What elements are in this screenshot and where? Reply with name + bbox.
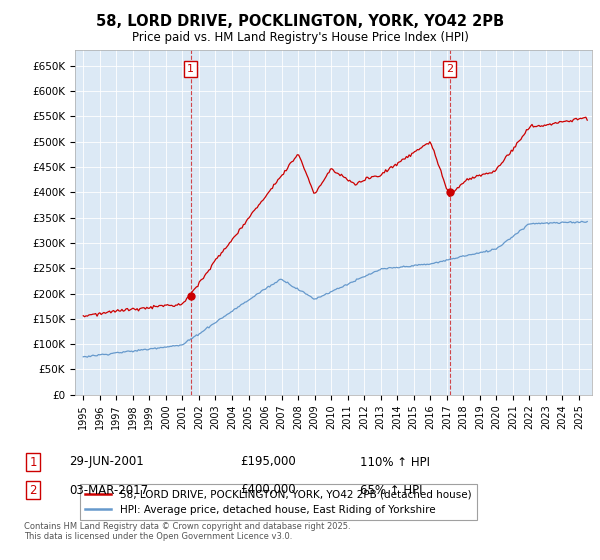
- Text: 1: 1: [187, 64, 194, 74]
- Text: 2: 2: [29, 483, 37, 497]
- Text: 1: 1: [29, 455, 37, 469]
- Legend: 58, LORD DRIVE, POCKLINGTON, YORK, YO42 2PB (detached house), HPI: Average price: 58, LORD DRIVE, POCKLINGTON, YORK, YO42 …: [80, 484, 476, 520]
- Text: 58, LORD DRIVE, POCKLINGTON, YORK, YO42 2PB: 58, LORD DRIVE, POCKLINGTON, YORK, YO42 …: [96, 14, 504, 29]
- Text: 2: 2: [446, 64, 453, 74]
- Text: 03-MAR-2017: 03-MAR-2017: [69, 483, 148, 497]
- Text: £400,000: £400,000: [240, 483, 296, 497]
- Text: £195,000: £195,000: [240, 455, 296, 469]
- Text: 65% ↑ HPI: 65% ↑ HPI: [360, 483, 422, 497]
- Text: Contains HM Land Registry data © Crown copyright and database right 2025.
This d: Contains HM Land Registry data © Crown c…: [24, 522, 350, 542]
- Text: Price paid vs. HM Land Registry's House Price Index (HPI): Price paid vs. HM Land Registry's House …: [131, 31, 469, 44]
- Text: 29-JUN-2001: 29-JUN-2001: [69, 455, 144, 469]
- Text: 110% ↑ HPI: 110% ↑ HPI: [360, 455, 430, 469]
